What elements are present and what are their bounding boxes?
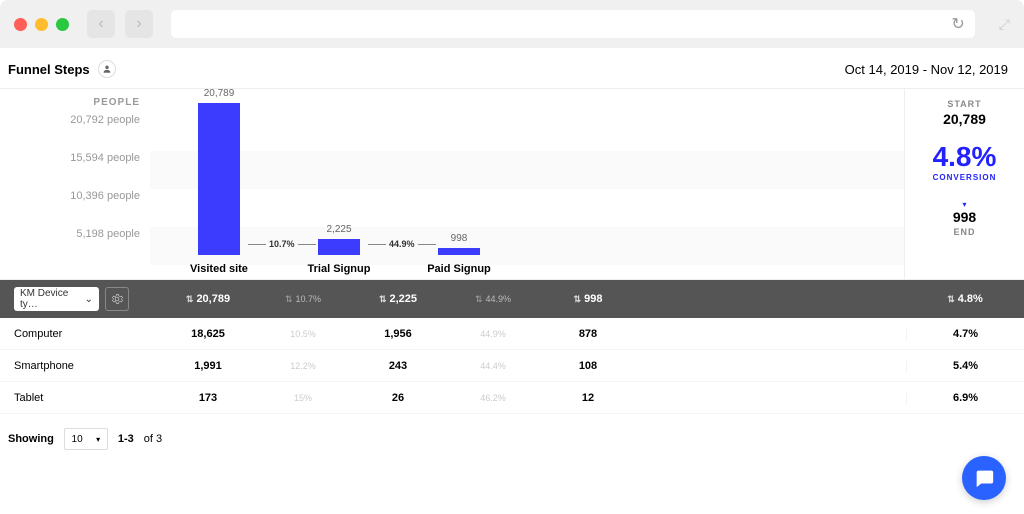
y-axis-label: 15,594 people	[0, 152, 140, 190]
y-axis-label: 20,792 people	[0, 114, 140, 152]
showing-label: Showing	[8, 433, 54, 445]
funnel-bar: 998	[400, 103, 518, 255]
chevron-down-icon: ▾	[96, 435, 100, 444]
funnel-chart-area: PEOPLE 20,792 people15,594 people10,396 …	[0, 88, 1024, 279]
cell-pct: 44.9%	[458, 329, 528, 339]
cell: 12	[528, 392, 648, 404]
bar-label: Trial Signup	[280, 263, 398, 275]
date-range: Oct 14, 2019 - Nov 12, 2019	[845, 62, 1008, 77]
cell: 878	[528, 328, 648, 340]
down-arrow-icon: ▾	[962, 200, 966, 209]
table-header-row: KM Device ty… ⌄ ⇅20,789 ⇅10.7% ⇅2,225 ⇅4…	[0, 280, 1024, 318]
page-header: Funnel Steps Oct 14, 2019 - Nov 12, 2019	[0, 48, 1024, 88]
header-col-2[interactable]: ⇅10.7%	[268, 294, 338, 305]
pagination-footer: Showing 10 ▾ 1-3 of 3	[0, 414, 1024, 464]
chat-button[interactable]	[962, 456, 1006, 500]
header-col-4[interactable]: ⇅44.9%	[458, 294, 528, 305]
bar-rect	[198, 103, 240, 255]
user-icon[interactable]	[98, 60, 116, 78]
cell: 243	[338, 360, 458, 372]
bar-rect	[438, 248, 480, 255]
cell: 1,956	[338, 328, 458, 340]
cell: 1,991	[148, 360, 268, 372]
summary-panel: START 20,789 4.8% CONVERSION ▾ 998 END	[904, 89, 1024, 279]
bar-value: 2,225	[280, 224, 398, 235]
y-axis-title: PEOPLE	[0, 89, 140, 114]
back-button[interactable]: ‹	[87, 10, 115, 38]
start-value: 20,789	[943, 111, 986, 127]
header-col-1[interactable]: ⇅20,789	[148, 293, 268, 305]
conv-cell: 6.9%	[906, 392, 1024, 404]
expand-icon[interactable]: ⤢	[999, 16, 1010, 33]
funnel-bar: 20,789	[160, 103, 278, 255]
end-value: 998	[953, 209, 976, 225]
url-bar[interactable]: ↻	[171, 10, 975, 38]
end-label: END	[953, 227, 975, 237]
conversion-label: CONVERSION	[933, 173, 997, 182]
browser-chrome: ‹ › ↻ ⤢	[0, 0, 1024, 48]
cell: 108	[528, 360, 648, 372]
minimize-window[interactable]	[35, 18, 48, 31]
cell-pct: 12.2%	[268, 361, 338, 371]
conversion-pct: 4.8%	[933, 141, 997, 173]
maximize-window[interactable]	[56, 18, 69, 31]
forward-button[interactable]: ›	[125, 10, 153, 38]
cell: 18,625	[148, 328, 268, 340]
cell-pct: 15%	[268, 393, 338, 403]
conv-cell: 4.7%	[906, 328, 1024, 340]
device-name: Computer	[0, 328, 148, 340]
cell-pct: 46.2%	[458, 393, 528, 403]
device-name: Tablet	[0, 392, 148, 404]
header-col-3[interactable]: ⇅2,225	[338, 293, 458, 305]
table-row: Tablet17315%2646.2%12 6.9%	[0, 382, 1024, 414]
page-range: 1-3	[118, 433, 134, 445]
settings-button[interactable]	[105, 287, 129, 311]
cell-pct: 10.5%	[268, 329, 338, 339]
start-label: START	[947, 99, 981, 109]
of-label: of 3	[144, 433, 162, 445]
cell-pct: 44.4%	[458, 361, 528, 371]
cell: 173	[148, 392, 268, 404]
bar-value: 20,789	[160, 88, 278, 99]
device-table: KM Device ty… ⌄ ⇅20,789 ⇅10.7% ⇅2,225 ⇅4…	[0, 279, 1024, 414]
chevron-down-icon: ⌄	[85, 294, 93, 305]
bar-value: 998	[400, 233, 518, 244]
bar-label: Visited site	[160, 263, 278, 275]
bars-area: 20,789Visited site10.7%2,225Trial Signup…	[150, 89, 904, 279]
device-type-select[interactable]: KM Device ty… ⌄	[14, 287, 99, 311]
bar-rect	[318, 239, 360, 255]
conv-cell: 5.4%	[906, 360, 1024, 372]
traffic-lights	[14, 18, 69, 31]
page-size-select[interactable]: 10 ▾	[64, 428, 108, 450]
header-col-5[interactable]: ⇅998	[528, 293, 648, 305]
reload-icon[interactable]: ↻	[951, 14, 964, 34]
bar-label: Paid Signup	[400, 263, 518, 275]
table-row: Smartphone1,99112.2%24344.4%108 5.4%	[0, 350, 1024, 382]
y-axis-label: 10,396 people	[0, 190, 140, 228]
cell: 26	[338, 392, 458, 404]
y-axis-label: 5,198 people	[0, 228, 140, 266]
funnel-bar: 2,225	[280, 103, 398, 255]
device-name: Smartphone	[0, 360, 148, 372]
page-title: Funnel Steps	[8, 62, 90, 77]
table-row: Computer18,62510.5%1,95644.9%878 4.7%	[0, 318, 1024, 350]
y-axis: PEOPLE 20,792 people15,594 people10,396 …	[0, 89, 150, 279]
close-window[interactable]	[14, 18, 27, 31]
header-conv[interactable]: ⇅4.8%	[906, 293, 1024, 305]
